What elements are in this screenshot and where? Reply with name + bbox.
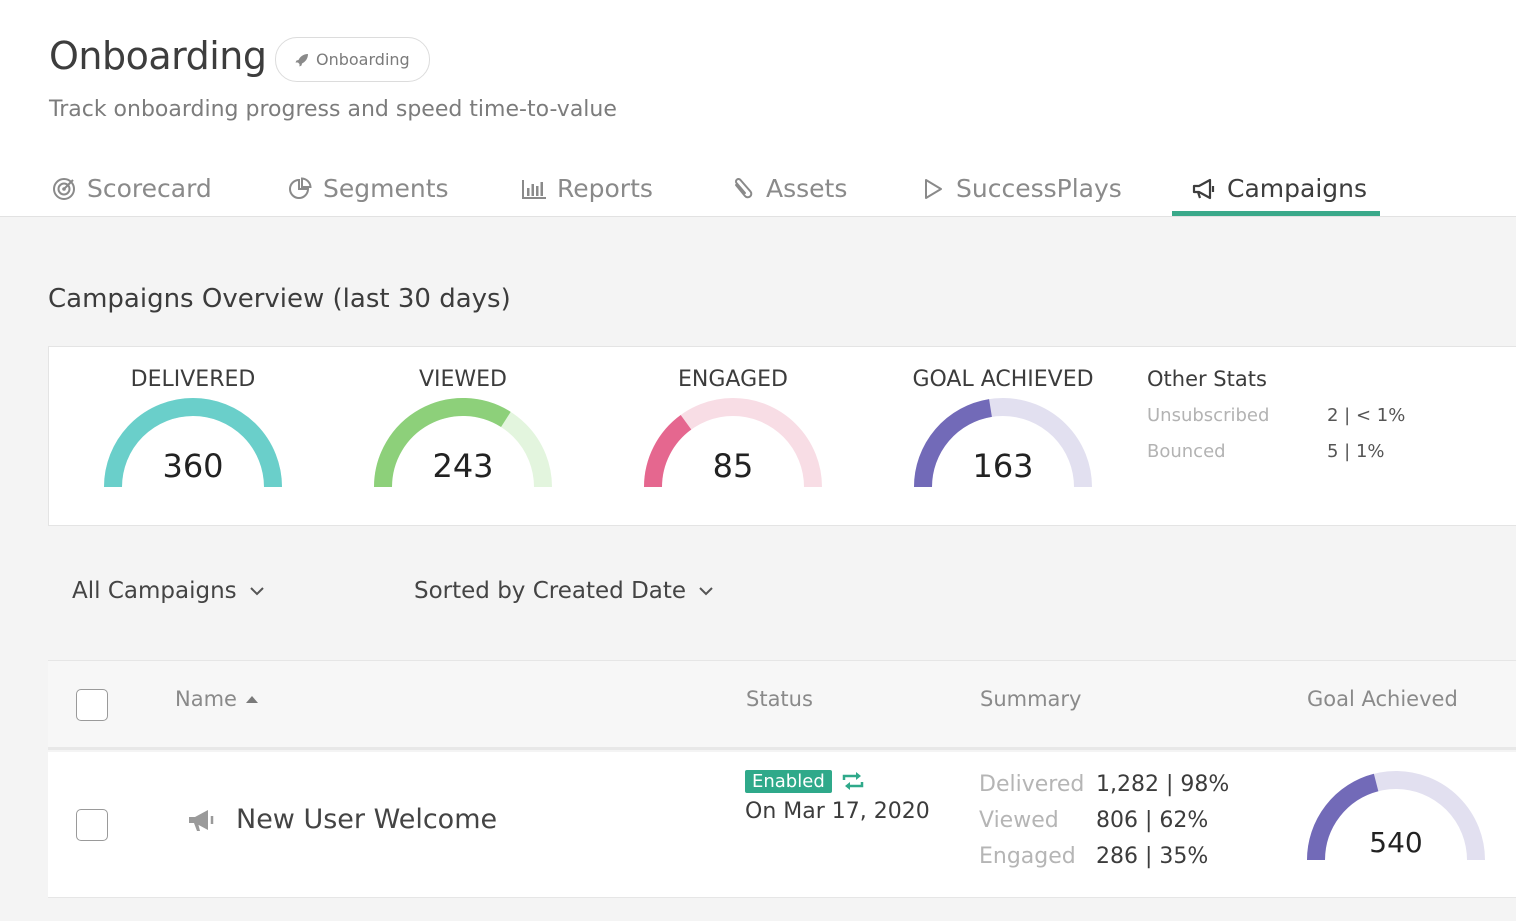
status-badge: Enabled xyxy=(745,770,832,793)
tab-scorecard[interactable]: Scorecard xyxy=(51,160,212,217)
paperclip-icon xyxy=(730,176,756,202)
gauge-value: 85 xyxy=(712,447,754,485)
stats-card: DELIVERED 360 VIEWED 243 ENGAGED 85 GOAL… xyxy=(48,346,1516,526)
column-header-summary[interactable]: Summary xyxy=(980,687,1082,711)
campaign-name[interactable]: New User Welcome xyxy=(186,804,497,835)
column-header-goal-achieved[interactable]: Goal Achieved xyxy=(1307,687,1458,711)
gauge-fill xyxy=(104,397,282,488)
summary-row: Delivered 1,282 | 98% xyxy=(979,772,1229,808)
column-header-name[interactable]: Name xyxy=(175,687,259,711)
summary-row: Engaged 286 | 35% xyxy=(979,844,1229,880)
tab-campaigns[interactable]: Campaigns xyxy=(1191,160,1367,217)
summary-value: 1,282 | 98% xyxy=(1096,772,1230,797)
gauge-delivered: DELIVERED 360 xyxy=(63,347,323,527)
tab-segments[interactable]: Segments xyxy=(287,160,449,217)
gauge-value: 243 xyxy=(432,447,494,485)
sort-label: Sorted by Created Date xyxy=(414,578,687,604)
other-stat-label: Bounced xyxy=(1147,441,1226,462)
gauge-label: VIEWED xyxy=(418,367,508,392)
repeat-icon xyxy=(842,772,864,790)
campaign-filter-dropdown[interactable]: All Campaigns xyxy=(72,578,265,604)
gauge-arc xyxy=(104,397,282,488)
gauge-fill xyxy=(644,414,692,488)
summary-row: Viewed 806 | 62% xyxy=(979,808,1229,844)
other-stats-title: Other Stats xyxy=(1147,367,1267,391)
megaphone-icon xyxy=(189,809,214,831)
summary-label: Engaged xyxy=(979,844,1076,869)
tab-label: SuccessPlays xyxy=(956,174,1122,203)
tab-label: Reports xyxy=(557,174,653,203)
gauge-arc xyxy=(644,398,822,488)
table-header: Name Status Summary Goal Achieved xyxy=(48,660,1516,750)
gauge-engaged: ENGAGED 85 xyxy=(603,347,863,527)
gauge-value: 163 xyxy=(972,447,1034,485)
sort-dropdown[interactable]: Sorted by Created Date xyxy=(414,578,714,604)
column-header-label: Name xyxy=(175,687,237,711)
tab-label: Campaigns xyxy=(1227,174,1368,203)
other-stat-row: Bounced 5 | 1% xyxy=(1147,441,1447,477)
select-all-checkbox[interactable] xyxy=(76,689,108,721)
summary-value: 286 | 35% xyxy=(1096,844,1209,869)
page-header: Onboarding Onboarding Track onboarding p… xyxy=(0,0,1516,217)
gauge-label: DELIVERED xyxy=(130,367,256,392)
gauge-arc xyxy=(374,398,552,488)
tab-reports[interactable]: Reports xyxy=(521,160,653,217)
other-stat-value: 5 | 1% xyxy=(1327,441,1385,462)
goal-achieved-gauge: 540 xyxy=(1306,770,1486,880)
category-pill-label: Onboarding xyxy=(316,50,410,69)
bar-chart-icon xyxy=(521,176,547,202)
page-title: Onboarding xyxy=(49,34,267,78)
column-header-status[interactable]: Status xyxy=(746,687,813,711)
summary-value: 806 | 62% xyxy=(1096,808,1209,833)
tab-bar: Scorecard Segments Reports Assets Succes… xyxy=(0,160,1516,217)
category-pill[interactable]: Onboarding xyxy=(275,37,430,82)
gauge-label: GOAL ACHIEVED xyxy=(912,367,1094,392)
chevron-down-icon xyxy=(699,587,713,596)
tab-label: Scorecard xyxy=(87,174,212,203)
gauge-arc xyxy=(914,398,1092,488)
active-tab-indicator xyxy=(1172,211,1380,216)
summary-label: Viewed xyxy=(979,808,1059,833)
tab-successplays[interactable]: SuccessPlays xyxy=(920,160,1122,217)
summary-label: Delivered xyxy=(979,772,1085,797)
status-date: On Mar 17, 2020 xyxy=(745,799,930,824)
gauge-fill xyxy=(914,399,993,488)
gauge-value: 360 xyxy=(162,447,224,485)
other-stats: Other Stats Unsubscribed 2 | < 1% Bounce… xyxy=(1147,367,1447,477)
target-icon xyxy=(51,176,77,202)
gauge-viewed: VIEWED 243 xyxy=(333,347,593,527)
megaphone-icon xyxy=(1191,176,1217,202)
row-checkbox[interactable] xyxy=(76,809,108,841)
campaign-filter-label: All Campaigns xyxy=(72,578,237,604)
goal-achieved-value: 540 xyxy=(1369,826,1423,859)
campaign-summary: Delivered 1,282 | 98% Viewed 806 | 62% E… xyxy=(979,772,1229,880)
tab-label: Assets xyxy=(766,174,848,203)
sort-ascending-icon xyxy=(245,696,258,703)
campaign-name-label: New User Welcome xyxy=(236,804,498,835)
gauge-arc xyxy=(1307,771,1485,861)
filter-bar: All Campaigns Sorted by Created Date xyxy=(0,578,1516,614)
other-stat-value: 2 | < 1% xyxy=(1327,405,1406,426)
chevron-down-icon xyxy=(249,587,264,596)
table-row[interactable]: New User Welcome Enabled On Mar 17, 2020… xyxy=(48,752,1516,898)
gauge-goal-achieved: GOAL ACHIEVED 163 xyxy=(873,347,1133,527)
play-icon xyxy=(920,176,946,202)
other-stat-label: Unsubscribed xyxy=(1147,405,1270,426)
tab-label: Segments xyxy=(323,174,449,203)
page-subtitle: Track onboarding progress and speed time… xyxy=(49,97,617,122)
other-stat-row: Unsubscribed 2 | < 1% xyxy=(1147,405,1447,441)
rocket-icon xyxy=(295,53,308,66)
tab-assets[interactable]: Assets xyxy=(730,160,847,217)
pie-chart-icon xyxy=(287,176,313,202)
gauge-fill xyxy=(374,398,511,488)
overview-title: Campaigns Overview (last 30 days) xyxy=(48,284,511,314)
gauge-label: ENGAGED xyxy=(678,367,788,392)
gauge-fill xyxy=(1307,773,1379,861)
